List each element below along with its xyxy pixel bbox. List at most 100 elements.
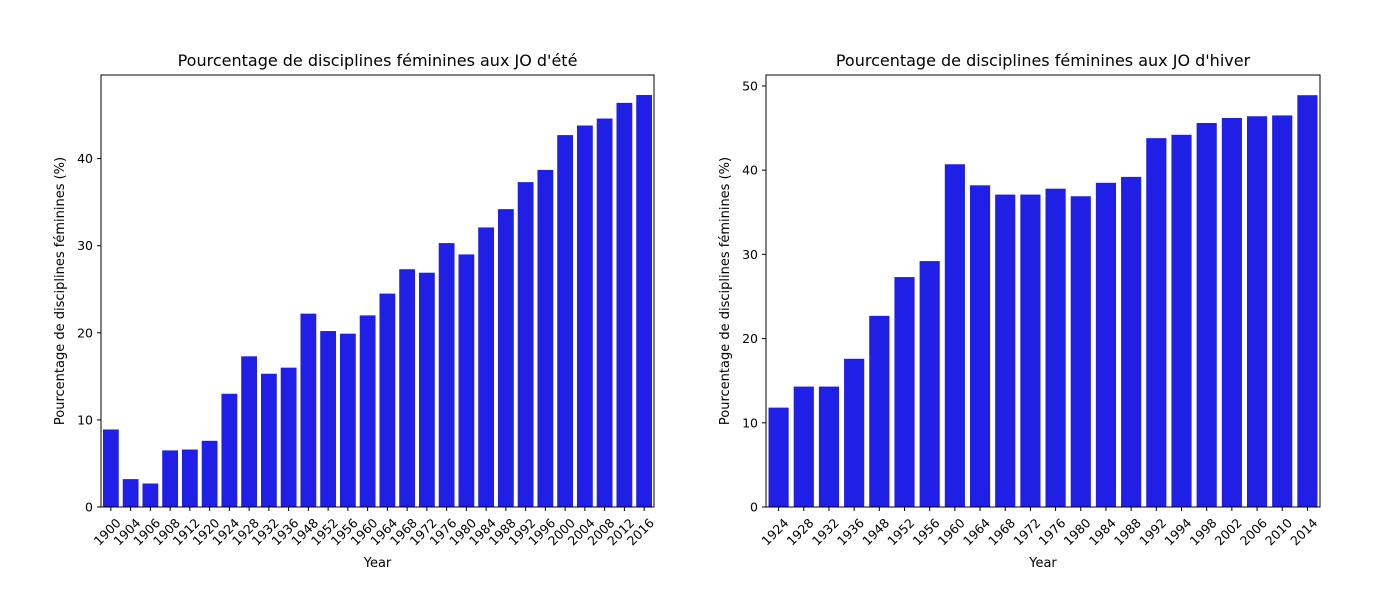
winter-x-tick-label: 2010 [1262,515,1295,548]
summer-bar-2016 [636,95,653,507]
summer-y-ticks: 0 10 20 30 40 [77,151,101,515]
summer-bar-1996 [537,169,554,507]
winter-bar-2002 [1221,117,1242,507]
winter-bar-1924 [768,407,789,507]
winter-y-tick-label: 0 [750,500,758,515]
summer-plot-frame [100,74,655,508]
winter-x-tick-label: 2002 [1212,515,1245,548]
summer-y-tick-label: 30 [77,238,93,253]
winter-plot-frame [765,74,1321,508]
winter-bar-1992 [1146,138,1167,507]
summer-bar-2012 [616,102,633,508]
summer-bar-2008 [596,118,613,508]
summer-bar-1984 [478,227,495,508]
winter-bar-1964 [969,185,991,507]
summer-bar-1936 [280,367,297,507]
winter-x-tick-label: 1956 [909,515,942,548]
winter-x-tick-label: 2014 [1287,515,1320,548]
winter-bar-1952 [894,277,915,507]
summer-bar-1912 [181,449,198,507]
summer-bar-1904 [122,479,139,507]
winter-x-tick-label: 2006 [1237,515,1270,548]
summer-y-tick-label: 10 [77,412,93,427]
winter-x-tick-label: 1968 [985,515,1018,548]
winter-x-tick-label: 1998 [1186,515,1219,548]
winter-x-tick-label: 1928 [784,515,817,548]
winter-y-axis-label: Pourcentage de disciplines féminines (%) [718,157,733,425]
summer-bar-1900 [102,429,119,507]
winter-bars [768,95,1318,508]
winter-bar-1972 [1020,194,1041,507]
winter-y-tick-label: 30 [742,247,758,262]
summer-bar-1956 [339,333,356,507]
summer-bar-1924 [221,393,238,507]
winter-bar-1988 [1121,176,1142,507]
winter-bar-1984 [1095,182,1117,508]
winter-bar-1956 [919,261,940,507]
summer-bar-1932 [260,373,277,507]
winter-x-tick-label: 1980 [1061,515,1094,548]
summer-y-tick-label: 20 [77,325,93,340]
winter-y-tick-label: 40 [742,163,758,178]
winter-x-tick-label: 1988 [1111,515,1144,548]
winter-bar-1932 [818,386,840,507]
winter-bar-1960 [944,164,965,507]
winter-bar-1936 [844,358,865,507]
winter-x-tick-label: 1972 [1010,515,1043,548]
summer-bar-1952 [320,331,337,507]
summer-x-axis-label: Year [363,556,392,571]
winter-x-axis-label: Year [1028,556,1057,571]
winter-y-tick-label: 20 [742,331,758,346]
winter-x-tick-label: 1992 [1136,515,1169,548]
summer-bar-2004 [576,125,593,508]
winter-bar-1928 [793,386,814,507]
summer-bar-1972 [418,272,435,507]
summer-y-tick-label: 40 [77,151,93,166]
summer-bar-1908 [162,450,179,507]
summer-y-tick-label: 0 [85,500,93,515]
winter-x-tick-label: 1948 [859,515,892,548]
winter-x-tick-label: 1936 [834,515,867,548]
summer-bar-1980 [458,254,475,507]
winter-bar-1998 [1196,123,1217,507]
summer-bar-1968 [399,269,416,507]
winter-bar-1976 [1045,188,1066,507]
winter-bar-1994 [1171,134,1192,508]
summer-bar-1988 [497,209,514,507]
winter-chart-title: Pourcentage de disciplines féminines aux… [836,51,1251,70]
winter-x-tick-label: 1964 [960,515,993,548]
winter-bar-1948 [869,315,890,507]
winter-bar-2014 [1297,95,1318,508]
winter-x-ticks: 1924192819321936194819521956196019641968… [758,507,1320,548]
summer-bar-1928 [241,356,258,507]
summer-chart-title: Pourcentage de disciplines féminines aux… [178,51,578,70]
summer-bar-1992 [517,182,534,507]
winter-x-tick-label: 1984 [1086,515,1119,548]
winter-x-tick-label: 1994 [1161,515,1194,548]
winter-y-tick-label: 10 [742,415,758,430]
summer-bar-1964 [379,293,396,507]
summer-bar-1920 [201,440,218,507]
winter-y-ticks: 0 10 20 30 40 50 [742,78,766,515]
winter-x-tick-label: 1976 [1035,515,1068,548]
summer-bars [102,95,653,508]
summer-bar-1906 [142,483,159,507]
winter-bar-2006 [1246,116,1268,507]
winter-x-tick-label: 1924 [758,515,791,548]
winter-bar-1968 [995,194,1016,507]
summer-bar-2000 [557,135,574,507]
winter-x-tick-label: 1960 [935,515,968,548]
winter-bar-1980 [1070,196,1091,507]
winter-chart-panel: 1924192819321936194819521956196019641968… [718,51,1321,571]
summer-bar-1960 [359,315,376,507]
summer-chart-panel: 1900190419061908191219201924192819321936… [53,51,657,571]
winter-y-tick-label: 50 [742,78,758,93]
summer-y-axis-label: Pourcentage de disciplines féminines (%) [53,157,68,425]
summer-x-ticks: 1900190419061908191219201924192819321936… [91,507,657,548]
winter-bar-2010 [1272,115,1293,508]
summer-bar-1948 [300,313,317,507]
winter-x-tick-label: 1952 [884,515,917,548]
winter-x-tick-label: 1932 [809,515,842,548]
summer-bar-1976 [438,243,455,507]
